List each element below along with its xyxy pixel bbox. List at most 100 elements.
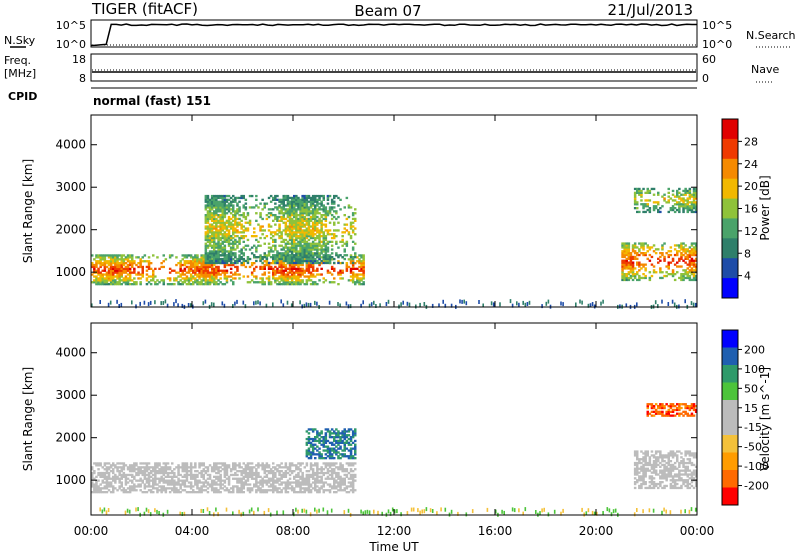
power-cell [225, 281, 229, 284]
velocity-cell [278, 491, 281, 494]
power-cell [196, 267, 199, 270]
power-cell [307, 206, 311, 209]
power-cell [299, 217, 302, 221]
power-cell [112, 265, 115, 269]
power-cell [337, 256, 340, 259]
velocity-cell [354, 428, 357, 431]
velocity-cell [286, 479, 290, 482]
power-cell [322, 236, 325, 240]
velocity-cell [135, 471, 138, 475]
power-cell [351, 212, 355, 215]
velocity-cell [133, 485, 136, 488]
velocity-cell [177, 481, 180, 484]
velocity-cell [152, 470, 155, 473]
velocity-cell [225, 487, 229, 490]
velocity-cell [343, 453, 346, 456]
velocity-cell [345, 468, 349, 471]
power-cell [217, 248, 220, 251]
power-cell [356, 281, 359, 284]
power-cell [213, 212, 216, 215]
velocity-cell [303, 489, 306, 492]
power-cell [208, 227, 212, 230]
velocity-cell [236, 464, 239, 467]
power-cell [158, 267, 161, 270]
power-cell [621, 265, 624, 268]
power-cell [286, 256, 290, 259]
power-cell [272, 273, 275, 276]
velocity-cell [280, 475, 283, 478]
velocity-cell [305, 473, 309, 477]
velocity-cell [654, 473, 658, 476]
power-cell [631, 257, 635, 260]
power-cell [492, 302, 495, 307]
power-cell [297, 198, 300, 201]
power-cell [280, 283, 283, 286]
power-cell [301, 208, 304, 211]
power-cell [263, 263, 266, 267]
power-cell [293, 202, 296, 205]
power-cell [351, 265, 355, 269]
power-cell [244, 248, 248, 251]
power-cell [621, 242, 624, 245]
power-cell [297, 281, 300, 284]
power-cell [265, 256, 269, 259]
velocity-cell [253, 471, 256, 475]
power-cell [638, 193, 641, 196]
velocity-cell [200, 487, 203, 490]
power-cell [217, 250, 220, 253]
power-cell [278, 265, 281, 269]
velocity-cell [109, 485, 113, 488]
power-cell [221, 283, 224, 286]
power-cell [305, 302, 308, 307]
power-cell [232, 231, 235, 234]
power-cell [189, 256, 193, 259]
velocity-cell [257, 466, 260, 469]
power-cell [103, 260, 107, 263]
velocity-cell [311, 428, 315, 431]
power-cell [101, 277, 104, 280]
power-cell [286, 254, 290, 257]
power-cell [280, 200, 283, 203]
power-cell [307, 238, 311, 242]
power-cell [238, 206, 241, 209]
power-cell [122, 279, 126, 282]
velocity-cell [232, 466, 235, 469]
velocity-cell [322, 443, 325, 446]
power-cell [293, 200, 296, 203]
velocity-cell [326, 483, 330, 486]
power-cell [261, 283, 264, 286]
power-cell [299, 212, 302, 215]
power-cell [330, 200, 334, 203]
power-cell [278, 219, 281, 222]
power-cell [261, 273, 264, 276]
power-cell [118, 265, 121, 269]
power-cell [362, 263, 365, 267]
velocity-cell [644, 469, 647, 472]
power-cell [210, 244, 214, 247]
power-cell [362, 300, 364, 305]
velocity-cell [145, 464, 149, 467]
power-cell [669, 250, 673, 253]
power-cell [330, 240, 334, 243]
velocity-cell [234, 462, 237, 465]
power-cell [189, 277, 193, 280]
power-cell [349, 221, 353, 224]
velocity-cell [107, 462, 111, 465]
power-cell [326, 233, 330, 236]
power-cell [141, 271, 144, 274]
velocity-cell [290, 481, 294, 484]
power-cell [215, 242, 218, 245]
velocity-cell [173, 479, 176, 482]
power-cell [343, 206, 346, 209]
power-cell [667, 253, 670, 257]
power-cell [326, 257, 330, 261]
power-cell [301, 252, 304, 255]
velocity-cell [341, 483, 344, 486]
velocity-cell [158, 468, 161, 471]
power-cell [678, 207, 681, 210]
power-cell [213, 254, 216, 257]
power-cell [326, 269, 330, 272]
power-cell [307, 212, 311, 215]
power-cell [223, 259, 227, 263]
power-cell [225, 208, 229, 211]
